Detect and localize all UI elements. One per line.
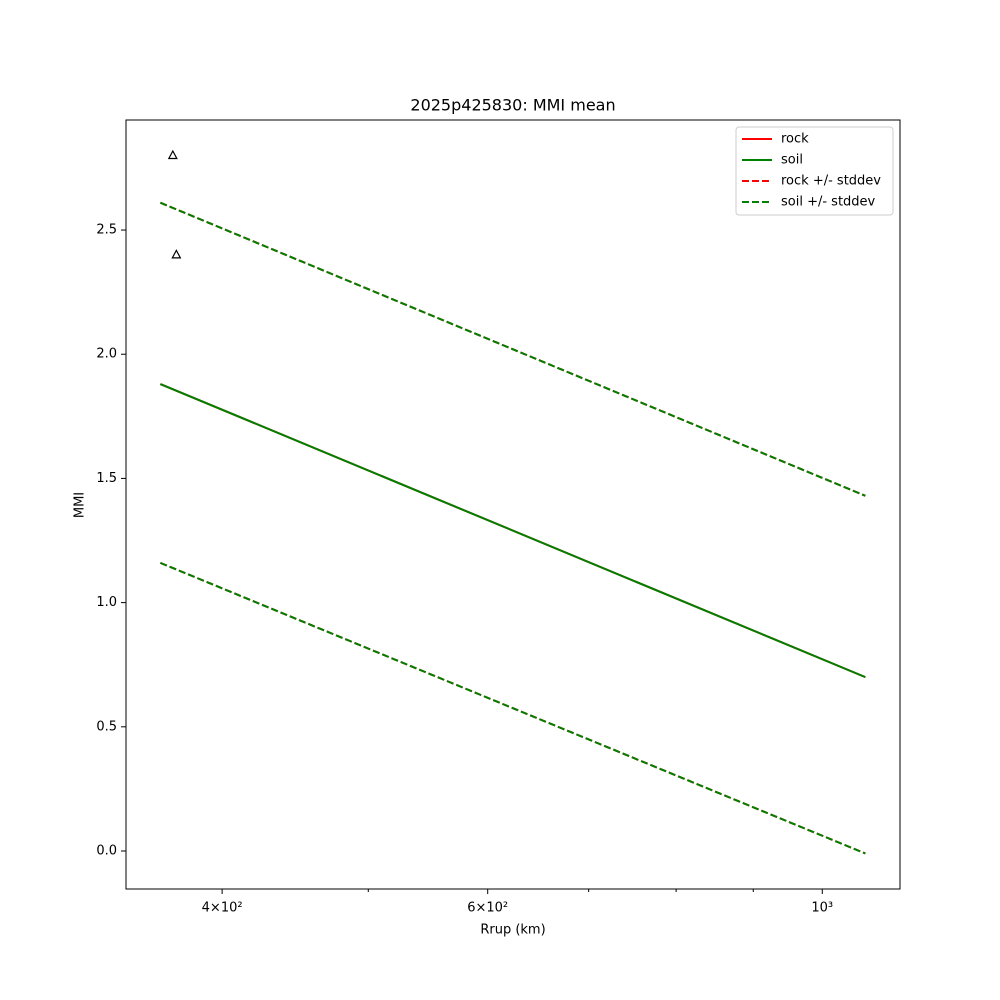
chart-title: 2025p425830: MMI mean	[410, 96, 615, 115]
legend-label: rock	[781, 132, 809, 147]
x-tick-label: 6×10²	[467, 901, 508, 916]
legend-label: rock +/- stddev	[781, 174, 881, 189]
x-axis-label: Rrup (km)	[480, 923, 545, 938]
legend-box	[735, 126, 894, 216]
plot-frame	[125, 119, 901, 890]
mean-line	[159, 383, 866, 679]
y-tick-label: 2.5	[96, 223, 117, 238]
observation-marker	[167, 149, 178, 160]
stddev-line	[159, 561, 866, 855]
x-tick-label: 10³	[811, 901, 833, 916]
legend-label: soil +/- stddev	[781, 195, 876, 210]
y-tick-label: 1.0	[96, 595, 117, 610]
y-tick-label: 2.0	[96, 347, 117, 362]
y-tick-label: 0.5	[96, 719, 117, 734]
legend-label: soil	[781, 153, 803, 168]
y-tick-label: 0.0	[96, 843, 117, 858]
y-axis-label: MMI	[73, 492, 88, 518]
x-tick-label: 4×10²	[202, 901, 243, 916]
observation-marker	[171, 249, 182, 259]
y-tick-label: 1.5	[96, 471, 117, 486]
stddev-line	[159, 201, 866, 497]
